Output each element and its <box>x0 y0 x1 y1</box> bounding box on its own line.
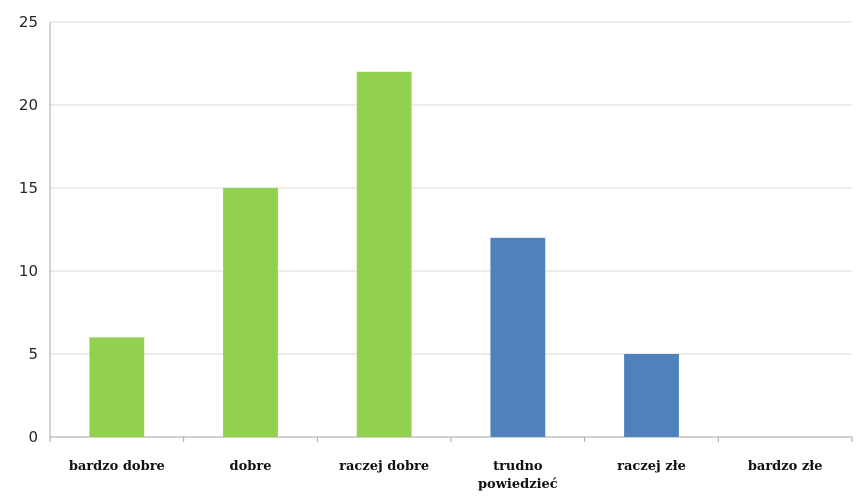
x-tick-label: bardzo złe <box>748 459 823 474</box>
x-tick-label: bardzo dobre <box>69 459 165 474</box>
x-tick-label: dobre <box>230 459 272 474</box>
y-tick-label: 20 <box>19 96 38 114</box>
bar-raczej-złe <box>624 354 679 437</box>
y-tick-label: 25 <box>19 13 38 31</box>
y-tick-label: 10 <box>19 262 38 280</box>
y-tick-label: 15 <box>19 179 38 197</box>
x-tick-label: raczej dobre <box>339 459 429 474</box>
y-tick-label: 5 <box>28 345 38 363</box>
x-tick-label: trudno powiedzieć <box>478 459 558 492</box>
x-tick-label: raczej złe <box>617 459 686 474</box>
y-tick-label: 0 <box>28 428 38 446</box>
bar-dobre <box>223 188 278 437</box>
bar-bardzo-dobre <box>89 337 145 437</box>
bar-raczej-dobre <box>356 71 412 438</box>
bar-trudno-powiedzieć <box>490 237 546 437</box>
